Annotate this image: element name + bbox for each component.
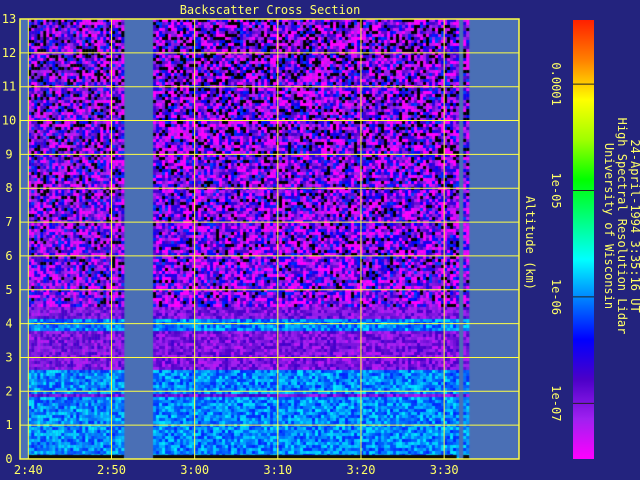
x-tick-label: 3:10 bbox=[263, 463, 292, 477]
annotation-line: High Spectral Resolution Lidar bbox=[615, 118, 629, 335]
plot-frame bbox=[19, 18, 520, 460]
x-tick-label: 2:50 bbox=[97, 463, 126, 477]
y-tick-label: 5 bbox=[5, 283, 12, 297]
y-tick-label: 0 bbox=[5, 452, 12, 466]
x-tick-label: 3:20 bbox=[347, 463, 376, 477]
y-tick-label: 7 bbox=[5, 215, 12, 229]
colorbar-tick-label: 1e-05 bbox=[549, 172, 563, 208]
y-tick-label: 9 bbox=[5, 147, 12, 161]
colorbar-tick-label: 0.0001 bbox=[549, 62, 563, 105]
y-tick-label: 2 bbox=[5, 384, 12, 398]
plot-area bbox=[20, 19, 519, 459]
colorbar-tick-label: 1e-07 bbox=[549, 385, 563, 421]
colorbar-tick-label: 1e-06 bbox=[549, 279, 563, 315]
chart-title: Backscatter Cross Section bbox=[180, 3, 361, 17]
y-tick-label: 11 bbox=[2, 80, 16, 94]
x-tick-label: 3:30 bbox=[430, 463, 459, 477]
grid-lines bbox=[19, 18, 520, 460]
annotation-line: 24-April-1994 3:35:16 UT bbox=[628, 139, 640, 312]
y-tick-label: 10 bbox=[2, 114, 16, 128]
x-tick-label: 3:00 bbox=[180, 463, 209, 477]
y-tick-label: 3 bbox=[5, 350, 12, 364]
y-axis-label: Altitude (km) bbox=[523, 196, 537, 290]
annotation-line: University of Wisconsin bbox=[602, 143, 616, 309]
y-tick-label: 1 bbox=[5, 418, 12, 432]
colorbar-gradient bbox=[573, 20, 594, 459]
colorbar bbox=[573, 20, 594, 459]
heatmap-raster bbox=[20, 19, 519, 459]
y-tick-label: 13 bbox=[2, 12, 16, 26]
y-tick-label: 12 bbox=[2, 46, 16, 60]
annotation: University of Wisconsin High Spectral Res… bbox=[602, 118, 640, 335]
y-tick-label: 8 bbox=[5, 181, 12, 195]
x-tick-label: 2:40 bbox=[14, 463, 43, 477]
x-axis-ticks: 2:40 2:50 3:00 3:10 3:20 3:30 bbox=[14, 463, 459, 477]
y-tick-label: 4 bbox=[5, 317, 12, 331]
y-tick-label: 6 bbox=[5, 249, 12, 263]
colorbar-ticks: 0.0001 1e-05 1e-06 1e-07 bbox=[549, 62, 594, 421]
